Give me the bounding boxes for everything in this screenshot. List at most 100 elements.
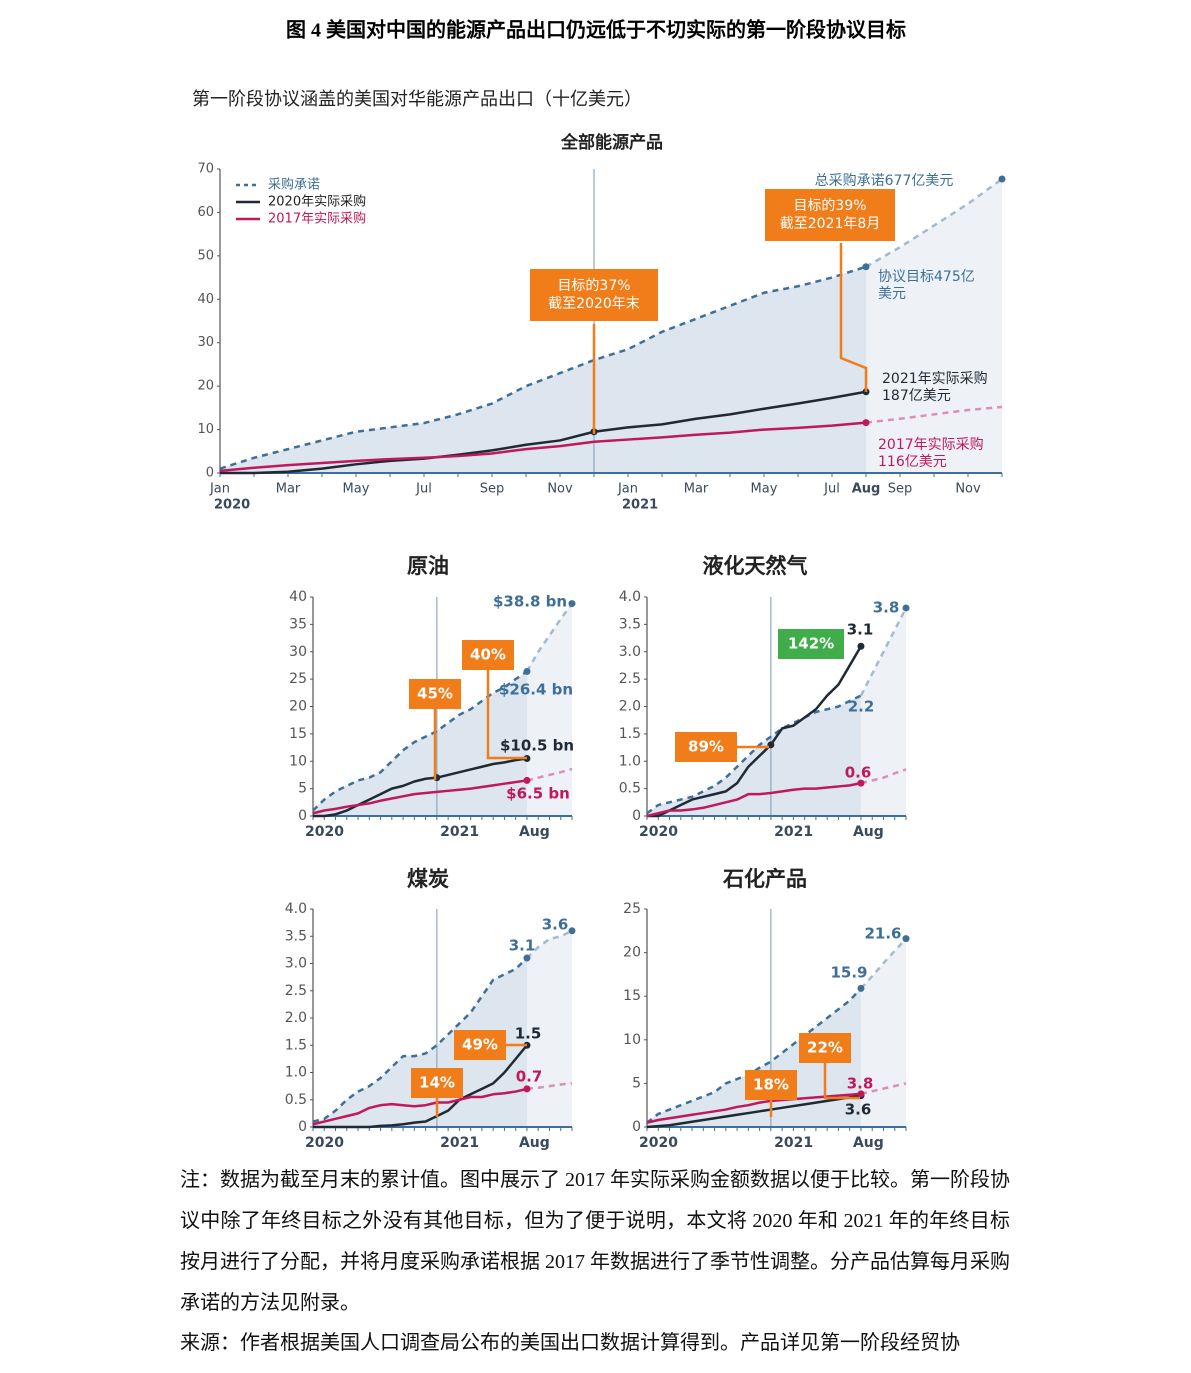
annotation: 美元 bbox=[878, 286, 906, 302]
y-tick-label: 10 bbox=[623, 1032, 641, 1048]
y-tick-label: 60 bbox=[197, 205, 214, 220]
annotation: 21.6 bbox=[864, 925, 901, 943]
series-line bbox=[219, 421, 867, 473]
area bbox=[526, 603, 572, 816]
point bbox=[857, 1090, 865, 1098]
series-line bbox=[865, 177, 1003, 268]
area bbox=[860, 607, 906, 816]
y-tick-label: 2.0 bbox=[619, 699, 641, 715]
series-line bbox=[219, 265, 867, 470]
y-tick-label: 5 bbox=[632, 1075, 641, 1091]
series-line bbox=[526, 929, 573, 959]
year-label: 2020 bbox=[214, 498, 250, 513]
callout-box bbox=[409, 679, 461, 709]
annotation: 3.6 bbox=[542, 916, 569, 934]
chart-title: 全部能源产品 bbox=[560, 132, 663, 153]
year-label: 2021 bbox=[622, 498, 658, 513]
figure-title: 图 4 美国对中国的能源产品出口仍远低于不切实际的第一阶段协议目标 bbox=[286, 18, 906, 42]
annotation: 116亿美元 bbox=[878, 454, 947, 470]
series-line bbox=[647, 645, 863, 818]
x-tick-label: 2020 bbox=[305, 1135, 344, 1151]
area bbox=[647, 695, 861, 816]
y-tick-label: 15 bbox=[289, 726, 307, 742]
series-line bbox=[646, 781, 862, 818]
y-tick-label: 40 bbox=[289, 589, 307, 605]
annotation: 49% bbox=[462, 1036, 498, 1054]
y-tick-label: 30 bbox=[289, 644, 307, 660]
annotation: 2021年实际采购 bbox=[882, 371, 988, 387]
annotation: 89% bbox=[688, 738, 724, 756]
annotation: 3.1 bbox=[509, 937, 536, 955]
y-tick-label: 0 bbox=[632, 1119, 641, 1135]
series-line bbox=[526, 1082, 573, 1091]
y-tick-label: 0 bbox=[298, 1119, 307, 1135]
legend-label: 2020年实际采购 bbox=[268, 194, 366, 210]
annotation: 0.7 bbox=[516, 1068, 543, 1086]
note: 注：数据为截至月末的累计值。图中展示了 2017 年实际采购金额数据以便于比较。… bbox=[180, 1169, 1010, 1314]
area bbox=[866, 178, 1002, 473]
x-tick-label: Jan bbox=[209, 482, 230, 497]
callout-box bbox=[765, 189, 895, 241]
series-line bbox=[312, 957, 528, 1123]
x-tick-label: Mar bbox=[276, 482, 301, 497]
annotation: 3.1 bbox=[847, 621, 874, 639]
x-tick-label: 2020 bbox=[639, 824, 678, 840]
area bbox=[313, 958, 527, 1127]
series-line bbox=[646, 1094, 862, 1129]
connector bbox=[839, 243, 868, 392]
y-tick-label: 3.0 bbox=[285, 956, 307, 972]
point bbox=[568, 927, 576, 935]
callout-box bbox=[454, 1030, 506, 1060]
annotation: 0.6 bbox=[845, 764, 872, 782]
chart-title: 原油 bbox=[407, 554, 449, 578]
y-tick-label: 3.5 bbox=[619, 616, 641, 632]
y-tick-label: 2.5 bbox=[285, 983, 307, 999]
y-tick-label: 15 bbox=[623, 988, 641, 1004]
series-line bbox=[865, 405, 1003, 424]
y-tick-label: 4.0 bbox=[619, 589, 641, 605]
point bbox=[902, 604, 910, 612]
y-tick-label: 1.0 bbox=[285, 1065, 307, 1081]
annotation: 45% bbox=[417, 685, 453, 703]
series-line bbox=[220, 390, 867, 475]
annotation: 15.9 bbox=[830, 964, 867, 982]
point bbox=[862, 419, 870, 427]
chart-title: 煤炭 bbox=[407, 867, 449, 891]
y-tick-label: 30 bbox=[197, 335, 214, 350]
y-tick-label: 0.5 bbox=[619, 781, 641, 797]
annotation: 3.8 bbox=[847, 1075, 874, 1093]
y-tick-label: 20 bbox=[623, 945, 641, 961]
callout-box bbox=[799, 1033, 851, 1063]
series-line bbox=[859, 607, 908, 697]
x-tick-label: Aug bbox=[853, 824, 884, 840]
area bbox=[220, 266, 866, 473]
x-tick-label: Aug bbox=[519, 1135, 550, 1151]
x-tick-label: Nov bbox=[955, 482, 981, 497]
annotation: 总采购承诺677亿美元 bbox=[815, 173, 954, 189]
y-tick-label: 10 bbox=[197, 422, 214, 437]
callout-box bbox=[462, 640, 514, 670]
series-line bbox=[646, 694, 862, 815]
point bbox=[568, 600, 576, 608]
y-tick-label: 1.5 bbox=[619, 726, 641, 742]
series-line bbox=[313, 1044, 528, 1129]
callout-box bbox=[745, 1070, 797, 1100]
series-line bbox=[526, 767, 573, 782]
y-tick-label: 35 bbox=[289, 616, 307, 632]
y-tick-label: 70 bbox=[197, 162, 214, 177]
subtitle: 第一阶段协议涵盖的美国对华能源产品出口（十亿美元） bbox=[192, 89, 642, 110]
area bbox=[860, 938, 906, 1127]
y-tick-label: 1.0 bbox=[619, 753, 641, 769]
annotation: 142% bbox=[788, 635, 834, 653]
series-line bbox=[313, 757, 528, 818]
y-tick-label: 3.5 bbox=[285, 928, 307, 944]
connector bbox=[486, 670, 527, 760]
point bbox=[857, 779, 865, 787]
point bbox=[857, 642, 865, 650]
x-tick-label: Jul bbox=[823, 482, 840, 497]
series-line bbox=[312, 670, 528, 812]
annotation: 目标的39% bbox=[793, 198, 866, 214]
y-tick-label: 50 bbox=[197, 248, 214, 263]
y-tick-label: 2.5 bbox=[619, 671, 641, 687]
point bbox=[998, 175, 1006, 183]
